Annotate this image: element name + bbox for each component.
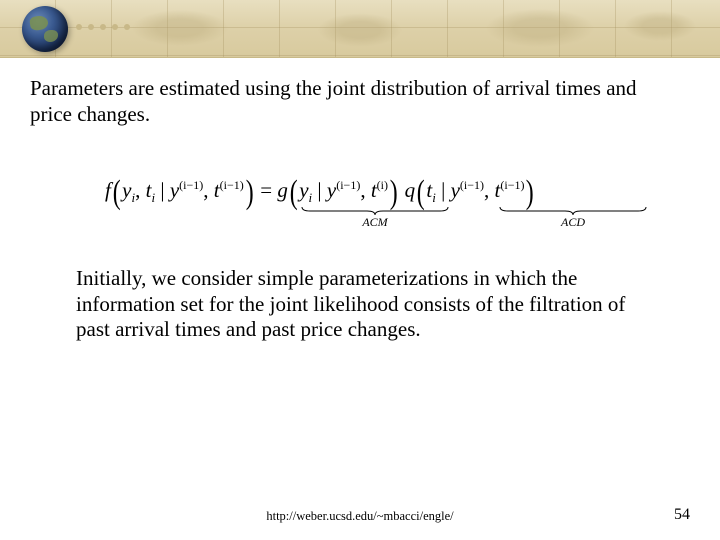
formula-underbraces: ACM ACD bbox=[300, 206, 648, 230]
underbrace-label-acm: ACM bbox=[362, 215, 387, 230]
page-number: 54 bbox=[674, 506, 690, 524]
paragraph-2: Initially, we consider simple parameteri… bbox=[76, 266, 651, 343]
underbrace-label-acd: ACD bbox=[561, 215, 585, 230]
header-banner bbox=[0, 0, 720, 58]
paragraph-1: Parameters are estimated using the joint… bbox=[30, 76, 662, 127]
underbrace-acm: ACM bbox=[300, 206, 450, 230]
underbrace-acd: ACD bbox=[498, 206, 648, 230]
header-dots bbox=[76, 24, 130, 30]
footer-url: http://weber.ucsd.edu/~mbacci/engle/ bbox=[0, 509, 720, 524]
globe-icon bbox=[22, 6, 68, 52]
